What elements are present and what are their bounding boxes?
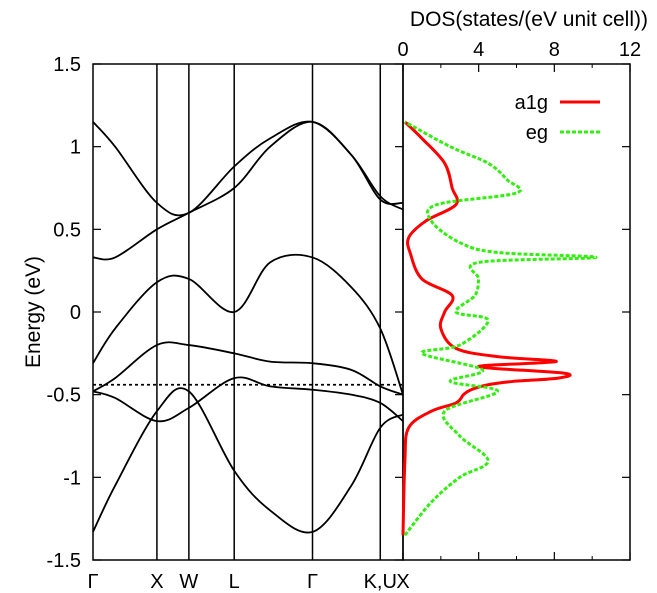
band-line xyxy=(92,387,404,534)
band-line xyxy=(92,120,404,261)
band-line xyxy=(92,120,404,217)
dos-curve-eg xyxy=(403,120,598,537)
dos-panel: 0 4 8 12 DOS(states/(eV unit cell)) a1g eg xyxy=(397,8,648,561)
dos-tick-label: 12 xyxy=(619,39,641,61)
energy-tick-label: 0 xyxy=(70,302,81,324)
energy-axis-title: Energy (eV) xyxy=(22,256,45,368)
kpoint-label: L xyxy=(229,571,240,593)
dos-tick-label: 4 xyxy=(473,39,484,61)
energy-tick-label: -0.5 xyxy=(47,385,81,407)
band-plot-frame xyxy=(92,63,404,561)
kpoint-label: W xyxy=(179,571,198,593)
band-line xyxy=(92,253,404,395)
kpoint-label: Γ xyxy=(307,571,318,593)
energy-tick-label: -1 xyxy=(63,467,81,489)
energy-tick-label: -1.5 xyxy=(47,550,81,572)
legend-label-eg: eg xyxy=(526,122,548,144)
energy-tick-label: 1 xyxy=(70,137,81,159)
kpoint-label: X xyxy=(396,571,409,593)
band-line xyxy=(92,341,404,396)
kpoint-label: K,U xyxy=(364,571,397,593)
kpoint-label: X xyxy=(150,571,163,593)
dos-tick-label: 0 xyxy=(397,39,408,61)
energy-tick-label: 0.5 xyxy=(53,219,81,241)
legend-label-a1g: a1g xyxy=(515,92,548,114)
band-line xyxy=(92,376,404,423)
dos-tick-label: 8 xyxy=(549,39,560,61)
kpoint-label: Γ xyxy=(87,571,98,593)
dos-curve-a1g xyxy=(401,120,572,536)
energy-tick-label: 1.5 xyxy=(53,54,81,76)
dos-axis-title: DOS(states/(eV unit cell)) xyxy=(410,8,648,31)
